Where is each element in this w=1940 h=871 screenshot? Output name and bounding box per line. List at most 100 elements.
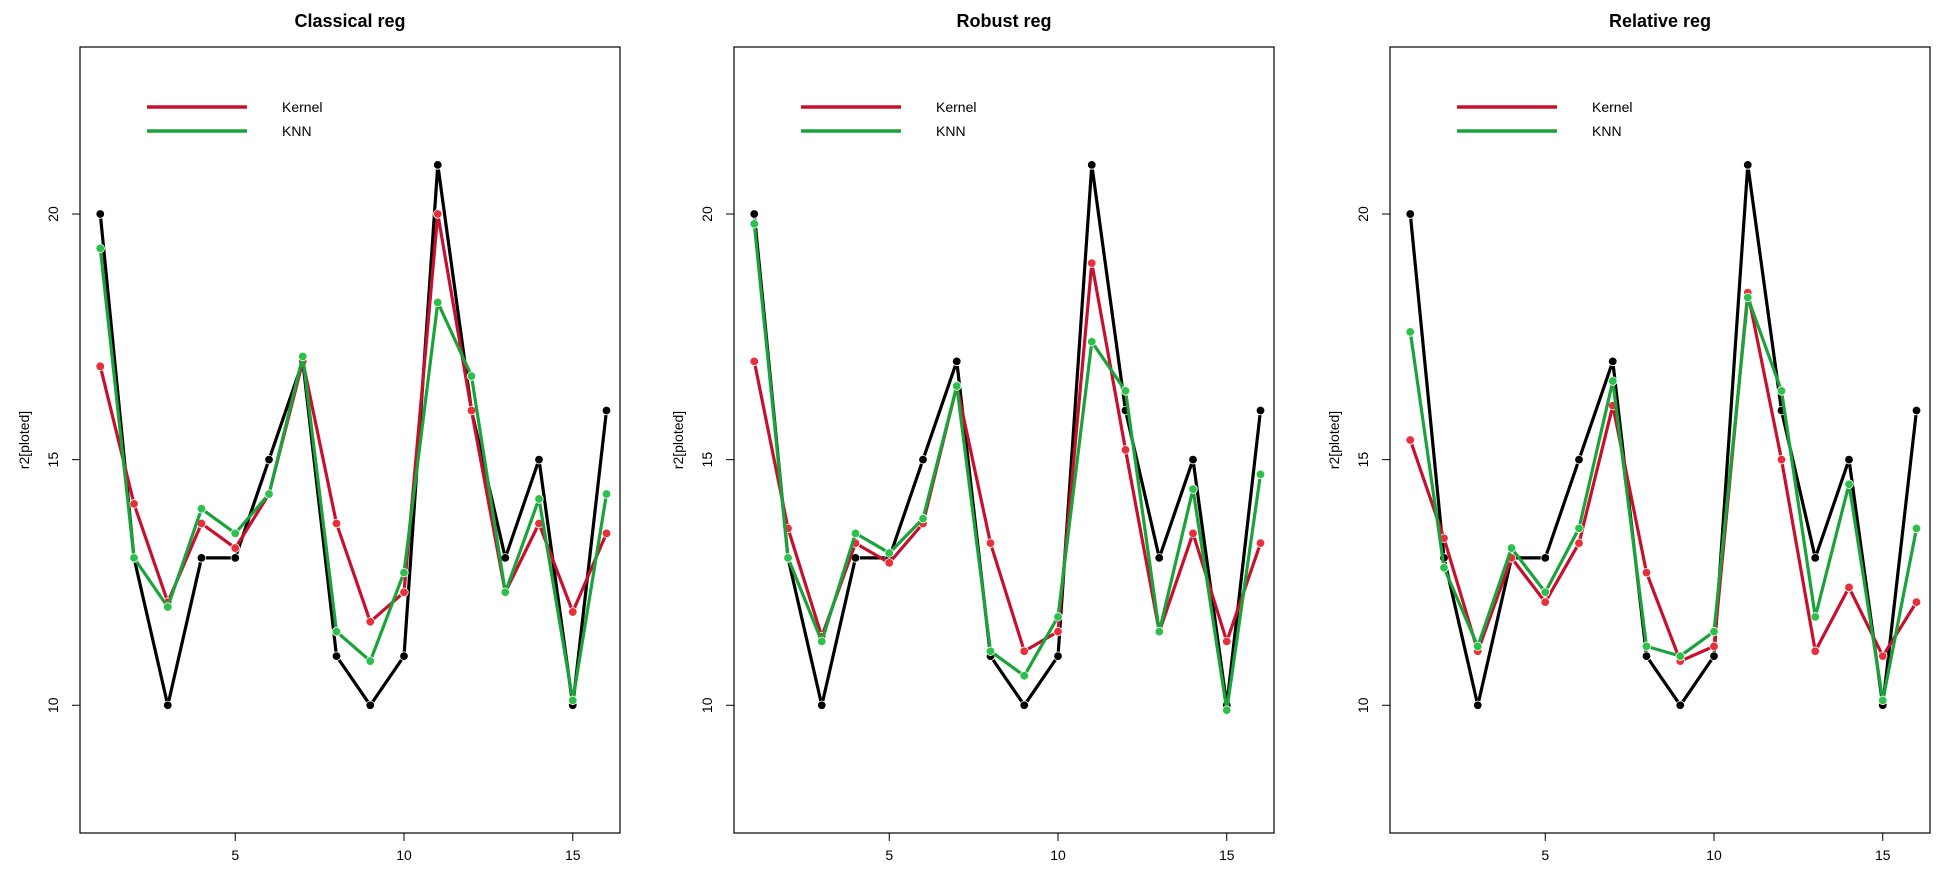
plot-frame <box>733 46 1275 834</box>
series-line-knn <box>752 222 1263 712</box>
data-point-kernel <box>1810 646 1820 656</box>
data-point-knn <box>952 381 962 391</box>
data-point-kernel <box>230 543 240 553</box>
data-point-knn <box>1743 292 1753 303</box>
data-point-knn <box>1019 671 1029 681</box>
data-point-kernel <box>1222 636 1232 647</box>
data-point-observed <box>952 356 962 367</box>
x-tick-label: 10 <box>396 847 412 863</box>
data-point-knn <box>783 553 793 563</box>
y-tick-label: 15 <box>699 452 715 468</box>
data-point-knn <box>601 489 612 499</box>
data-point-observed <box>601 405 612 416</box>
data-point-knn <box>1776 386 1787 396</box>
data-point-kernel <box>1087 258 1097 268</box>
data-point-knn <box>466 371 477 381</box>
data-point-kernel <box>1776 454 1787 465</box>
data-point-kernel <box>1255 538 1266 548</box>
x-tick-label: 15 <box>1875 847 1891 863</box>
data-point-observed <box>1743 160 1753 170</box>
data-point-knn <box>1439 563 1449 573</box>
data-point-observed <box>1641 651 1652 661</box>
legend-label-kernel: Kernel <box>936 99 976 115</box>
y-tick-label: 10 <box>45 697 61 713</box>
data-point-observed <box>817 700 827 710</box>
data-point-knn <box>1053 612 1063 622</box>
x-tick-label: 15 <box>1219 847 1235 863</box>
data-point-kernel <box>95 361 105 372</box>
data-point-knn <box>129 553 139 563</box>
data-point-observed <box>1709 651 1719 661</box>
data-point-kernel <box>331 518 342 529</box>
data-point-knn <box>1222 705 1232 715</box>
data-point-knn <box>817 636 827 647</box>
data-point-knn <box>1405 327 1415 337</box>
data-point-knn <box>749 219 759 229</box>
data-point-knn <box>884 548 894 558</box>
data-point-knn <box>1810 612 1820 622</box>
data-point-knn <box>1473 641 1483 652</box>
data-point-kernel <box>568 607 578 617</box>
data-point-observed <box>1844 454 1854 465</box>
data-point-knn <box>1540 587 1550 597</box>
data-point-observed <box>1574 454 1584 465</box>
data-point-knn <box>433 297 443 308</box>
data-point-knn <box>1878 695 1888 706</box>
chart-legend: Kernel KNN <box>147 99 322 139</box>
data-point-kernel <box>884 558 894 568</box>
data-point-knn <box>1911 523 1922 534</box>
data-point-knn <box>365 656 375 666</box>
data-point-observed <box>500 553 510 563</box>
data-point-kernel <box>985 538 996 548</box>
data-point-kernel <box>1709 641 1719 652</box>
data-point-observed <box>264 454 274 465</box>
x-tick-label: 5 <box>1541 847 1549 863</box>
series-line-observed <box>98 163 609 707</box>
x-tick-label: 15 <box>565 847 581 863</box>
data-point-knn <box>1154 626 1164 637</box>
data-point-observed <box>1019 700 1029 710</box>
data-point-observed <box>1405 209 1415 219</box>
data-point-kernel <box>1540 597 1550 607</box>
data-point-knn <box>1255 469 1266 480</box>
data-point-observed <box>1473 700 1483 710</box>
data-point-observed <box>1675 700 1685 710</box>
data-point-kernel <box>399 587 409 597</box>
data-point-knn <box>918 513 928 524</box>
data-point-knn <box>1675 651 1685 661</box>
data-point-knn <box>1608 376 1618 386</box>
data-point-knn <box>1188 484 1198 494</box>
data-point-kernel <box>1844 582 1854 593</box>
x-tick-label: 5 <box>885 847 893 863</box>
data-point-observed <box>1810 553 1820 563</box>
data-point-kernel <box>1878 651 1888 661</box>
y-axis-label: r2[ploted] <box>16 411 32 469</box>
data-point-kernel <box>466 405 477 416</box>
data-point-observed <box>230 553 240 563</box>
data-point-knn <box>95 243 105 254</box>
legend-label-kernel: Kernel <box>282 99 322 115</box>
chart-panel-2: Robust reg r2[ploted] 10 15 20 5 10 15 Kernel KNN <box>670 11 1275 863</box>
data-point-knn <box>1120 386 1131 396</box>
data-point-knn <box>1087 337 1097 347</box>
data-point-observed <box>1540 553 1550 563</box>
data-point-observed <box>331 651 342 661</box>
data-point-observed <box>433 160 443 170</box>
data-point-observed <box>1911 405 1922 416</box>
series-line-kernel <box>1408 291 1919 663</box>
data-point-observed <box>1154 553 1164 563</box>
y-axis-label: r2[ploted] <box>670 411 686 469</box>
data-point-kernel <box>1574 538 1584 548</box>
data-point-knn <box>1844 479 1854 489</box>
x-tick-label: 5 <box>231 847 239 863</box>
data-point-knn <box>500 587 510 597</box>
chart-legend: Kernel KNN <box>1457 99 1632 139</box>
data-point-observed <box>749 209 759 219</box>
data-point-knn <box>985 646 996 656</box>
data-point-knn <box>568 695 578 706</box>
data-point-knn <box>1506 543 1517 553</box>
y-tick-label: 15 <box>45 452 61 468</box>
plot-frame <box>1389 46 1931 834</box>
